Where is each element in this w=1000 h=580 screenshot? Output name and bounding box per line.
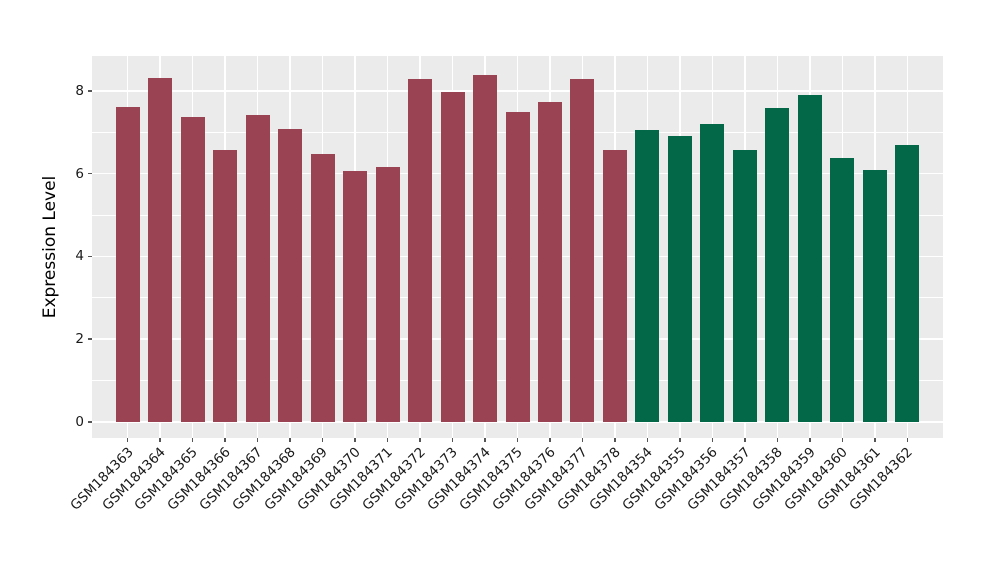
y-axis-tick — [88, 421, 92, 423]
bar-GSM184371 — [375, 166, 400, 422]
bar-GSM184356 — [700, 124, 725, 422]
x-axis-tick — [354, 438, 356, 442]
y-tick-label: 6 — [75, 165, 84, 182]
bar-GSM184357 — [732, 149, 757, 422]
x-axis-tick — [906, 438, 909, 442]
y-tick-label: 4 — [75, 248, 84, 265]
y-tick-label: 8 — [75, 82, 84, 99]
plot-panel — [92, 56, 943, 438]
x-axis-tick — [841, 438, 844, 442]
x-axis-tick — [614, 438, 616, 442]
x-axis-tick — [776, 438, 779, 442]
x-axis-tick — [191, 438, 194, 442]
x-axis-tick — [549, 438, 551, 442]
x-axis-tick — [419, 438, 421, 442]
bar-GSM184358 — [765, 108, 790, 422]
x-axis-tick — [256, 438, 259, 442]
x-axis-tick — [321, 438, 324, 442]
bar-GSM184375 — [505, 111, 530, 422]
bar-GSM184372 — [408, 79, 433, 422]
bar-GSM184361 — [862, 169, 887, 422]
x-axis-tick — [516, 438, 519, 442]
x-axis-tick — [484, 438, 486, 442]
bar-GSM184355 — [667, 135, 692, 422]
y-axis-title: Expression Level — [40, 175, 60, 319]
bar-GSM184369 — [310, 154, 335, 422]
bar-GSM184354 — [635, 130, 660, 422]
y-major-gridline — [92, 90, 943, 92]
x-axis-tick — [809, 438, 811, 442]
x-axis-tick — [581, 438, 584, 442]
x-axis-tick — [289, 438, 291, 442]
x-axis-tick — [451, 438, 454, 442]
y-axis-tick — [88, 255, 92, 258]
y-axis-tick — [88, 172, 92, 175]
bar-GSM184360 — [830, 157, 855, 422]
y-axis-tick — [88, 338, 92, 340]
x-axis-tick — [744, 438, 746, 442]
y-tick-label: 2 — [75, 331, 84, 348]
x-axis-tick — [646, 438, 649, 442]
bar-GSM184362 — [895, 145, 920, 422]
y-axis-tick — [88, 90, 92, 92]
bar-GSM184367 — [245, 115, 270, 422]
x-axis-tick — [874, 438, 876, 442]
y-tick-label: 0 — [75, 414, 84, 430]
bar-GSM184377 — [570, 79, 595, 422]
bar-GSM184359 — [797, 95, 822, 422]
bar-GSM184366 — [213, 149, 238, 422]
bar-GSM184364 — [148, 77, 173, 422]
x-axis-tick — [679, 438, 681, 442]
bar-GSM184368 — [278, 129, 303, 422]
x-axis-tick — [126, 438, 129, 442]
x-axis-tick — [159, 438, 161, 442]
x-axis-tick — [386, 438, 389, 442]
bar-GSM184374 — [473, 75, 498, 422]
bar-GSM184376 — [537, 101, 562, 422]
x-axis-tick — [224, 438, 226, 442]
bar-GSM184378 — [602, 149, 627, 422]
bar-GSM184370 — [343, 171, 368, 422]
bar-GSM184373 — [440, 92, 465, 422]
bar-GSM184365 — [180, 116, 205, 422]
bar-GSM184363 — [115, 106, 140, 422]
x-axis-tick — [711, 438, 714, 442]
y-major-gridline — [92, 421, 943, 423]
